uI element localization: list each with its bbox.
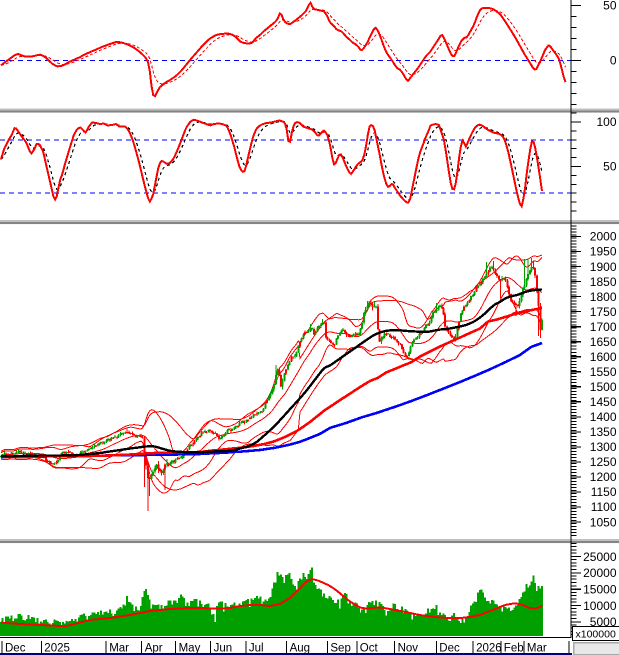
svg-text:1300: 1300 xyxy=(590,440,617,454)
svg-text:2000: 2000 xyxy=(590,230,617,244)
svg-text:Nov: Nov xyxy=(398,643,419,655)
svg-text:Jun: Jun xyxy=(214,643,233,655)
svg-text:Aug: Aug xyxy=(290,643,310,655)
svg-text:1050: 1050 xyxy=(590,515,617,529)
svg-text:Oct: Oct xyxy=(360,643,379,655)
svg-text:1450: 1450 xyxy=(590,395,617,409)
svg-text:1600: 1600 xyxy=(590,350,617,364)
svg-text:1150: 1150 xyxy=(591,485,617,499)
svg-text:50: 50 xyxy=(603,0,617,13)
svg-text:May: May xyxy=(179,643,201,655)
svg-text:1800: 1800 xyxy=(590,290,617,304)
svg-text:1650: 1650 xyxy=(590,335,617,349)
svg-text:25000: 25000 xyxy=(583,550,617,564)
svg-text:Dec: Dec xyxy=(5,643,26,655)
svg-text:10000: 10000 xyxy=(583,599,617,613)
svg-text:Mar: Mar xyxy=(109,643,129,655)
svg-text:1100: 1100 xyxy=(591,500,617,514)
svg-text:1850: 1850 xyxy=(590,275,617,289)
svg-text:1900: 1900 xyxy=(590,260,617,274)
svg-text:1400: 1400 xyxy=(590,410,617,424)
svg-text:Dec: Dec xyxy=(439,643,460,655)
svg-text:100: 100 xyxy=(596,115,616,129)
svg-text:1500: 1500 xyxy=(590,380,617,394)
svg-text:15000: 15000 xyxy=(583,583,617,597)
svg-text:50: 50 xyxy=(603,160,617,174)
svg-text:2025: 2025 xyxy=(44,643,70,655)
svg-text:Mar: Mar xyxy=(527,643,547,655)
svg-text:5000: 5000 xyxy=(590,615,617,629)
svg-text:x100000: x100000 xyxy=(576,629,616,641)
svg-text:1200: 1200 xyxy=(590,470,617,484)
svg-text:1750: 1750 xyxy=(590,305,617,319)
svg-text:20000: 20000 xyxy=(583,566,617,580)
svg-text:Sep: Sep xyxy=(330,643,350,655)
svg-text:1350: 1350 xyxy=(590,425,617,439)
svg-text:1250: 1250 xyxy=(590,455,617,469)
svg-text:0: 0 xyxy=(610,54,617,68)
svg-text:1550: 1550 xyxy=(590,365,617,379)
svg-text:1950: 1950 xyxy=(590,245,617,259)
svg-text:1700: 1700 xyxy=(590,320,617,334)
svg-text:Apr: Apr xyxy=(145,643,163,655)
svg-text:Feb: Feb xyxy=(504,643,524,655)
svg-text:2026: 2026 xyxy=(476,643,502,655)
svg-text:Jul: Jul xyxy=(249,643,264,655)
